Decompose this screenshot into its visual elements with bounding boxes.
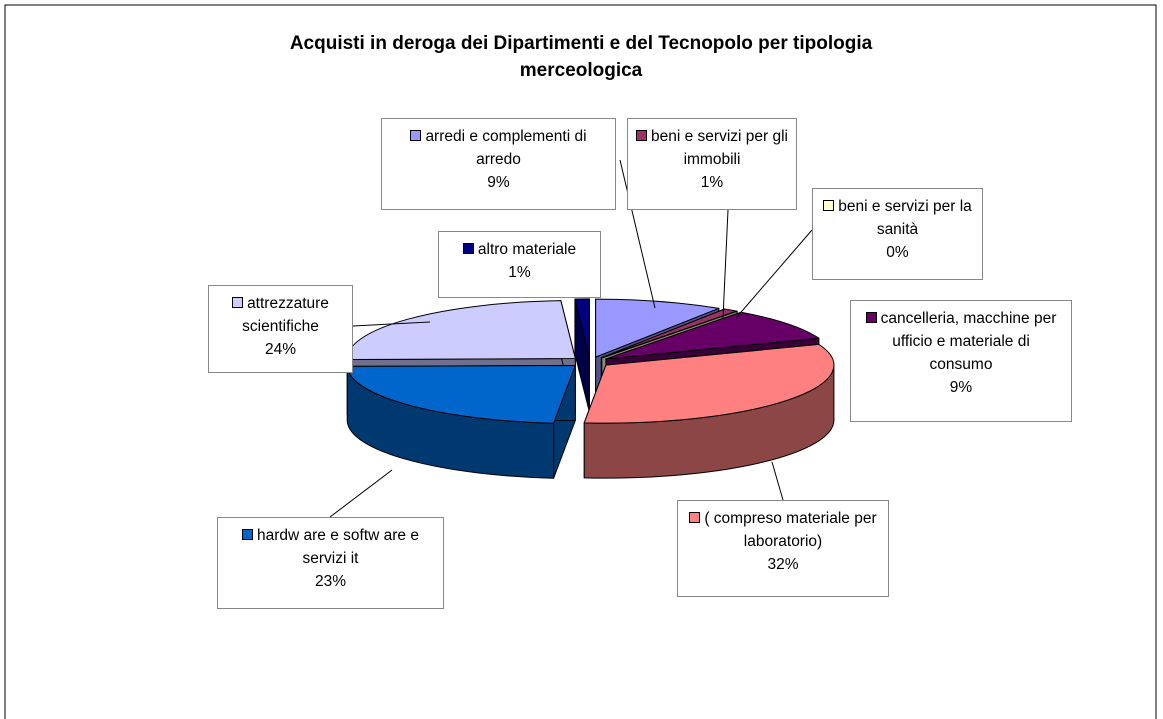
leader-line (352, 321, 431, 327)
pie (346, 298, 835, 479)
value-label: 1% (700, 174, 724, 191)
legend-swatch (232, 297, 244, 308)
value-label: 1% (508, 264, 531, 281)
data-label-box: attrezzature scientifiche 24% (208, 285, 353, 373)
slice-top (346, 300, 576, 360)
slice (583, 343, 835, 479)
slice-top (601, 310, 738, 359)
value-label: 23% (314, 573, 347, 590)
data-label-box: arredi e complementi di arredo 9% (381, 118, 616, 210)
value-label: 32% (767, 556, 799, 573)
data-label-box: beni e servizi per gli immobili 1% (627, 118, 797, 210)
leader-line (722, 209, 729, 319)
category-label: attrezzature scientifiche (242, 295, 329, 335)
legend-swatch (823, 200, 835, 211)
value-label: 0% (886, 244, 909, 261)
leader-line (619, 159, 656, 309)
category-label: ( compreso materiale per laboratorio) (704, 510, 877, 550)
data-label-box: hardw are e softw are e servizi it 23% (217, 517, 444, 609)
value-label: 24% (264, 341, 297, 358)
value-label: 9% (487, 174, 510, 191)
slice-top (574, 298, 590, 358)
chart-title: Acquisti in deroga dei Dipartimenti e de… (289, 33, 873, 81)
legend-swatch (242, 529, 253, 540)
category-label: beni e servizi per la sanità (838, 198, 972, 238)
chart-border (4, 4, 1157, 719)
category-label: arredi e complementi di arredo (425, 128, 587, 168)
data-label-box: altro materiale 1% (438, 231, 601, 298)
category-label: altro materiale (477, 241, 577, 258)
legend-swatch (689, 512, 701, 523)
legend-swatch (865, 312, 877, 323)
data-label-box: beni e servizi per la sanità 0% (812, 188, 983, 280)
data-label-box: ( compreso materiale per laboratorio) 32% (677, 500, 889, 597)
slice-top (583, 343, 835, 424)
slice-top (595, 298, 720, 358)
category-label: beni e servizi per gli immobili (651, 128, 788, 168)
category-label: hardw are e softw are e servizi it (257, 527, 419, 567)
category-label: cancelleria, macchine per ufficio e mate… (880, 310, 1057, 373)
data-label-box: cancelleria, macchine per ufficio e mate… (850, 300, 1072, 422)
slice-top (346, 364, 576, 424)
leader-lines (329, 159, 813, 518)
legend-swatch (636, 130, 647, 141)
value-label: 9% (949, 379, 973, 396)
leader-line (735, 229, 813, 319)
slice-top (605, 311, 820, 360)
slice (346, 364, 576, 479)
slice (574, 298, 590, 413)
legend-swatch (462, 243, 474, 254)
leader-line (329, 469, 393, 518)
leader-line (771, 461, 784, 501)
legend-swatch (410, 130, 422, 141)
